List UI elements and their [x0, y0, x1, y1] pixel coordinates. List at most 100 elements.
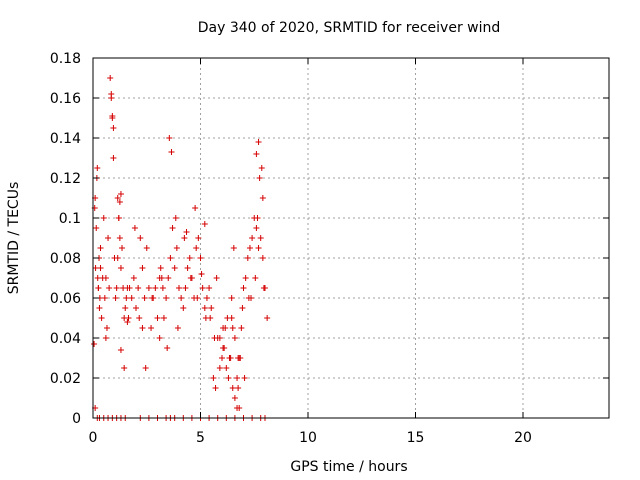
data-point [222, 325, 229, 331]
data-point [105, 235, 112, 241]
data-point [159, 285, 166, 291]
data-point [240, 285, 247, 291]
x-tick-label: 20 [514, 430, 532, 446]
data-point [258, 165, 265, 171]
y-tick-label: 0.02 [50, 371, 81, 387]
data-point [117, 347, 124, 353]
data-point [115, 215, 122, 221]
data-point [174, 325, 181, 331]
data-point [114, 255, 121, 261]
data-point [167, 255, 174, 261]
data-point [231, 335, 238, 341]
data-point [244, 255, 251, 261]
data-point [114, 195, 121, 201]
data-point [201, 305, 208, 311]
data-point [113, 285, 120, 291]
data-point [98, 315, 105, 321]
data-point [260, 285, 267, 291]
data-point [193, 245, 200, 251]
data-point [133, 305, 139, 311]
data-point [165, 275, 172, 281]
data-point [116, 235, 123, 241]
y-tick-label: 0.08 [50, 251, 81, 267]
data-point [136, 315, 143, 321]
data-point [102, 275, 109, 281]
data-point [168, 149, 175, 155]
data-point [178, 295, 185, 301]
data-point [182, 285, 189, 291]
x-tick-label: 0 [89, 430, 98, 446]
data-point [131, 225, 138, 231]
data-point [235, 355, 242, 361]
data-point [248, 295, 255, 301]
data-point [228, 295, 235, 301]
data-point [149, 295, 156, 301]
data-point [137, 235, 144, 241]
data-point [203, 295, 210, 301]
data-point [91, 341, 98, 347]
data-point [171, 265, 178, 271]
data-point [202, 315, 209, 321]
data-point [128, 295, 135, 301]
plot-frame [92, 57, 610, 419]
data-point [107, 75, 114, 81]
data-point [234, 375, 241, 381]
data-point [236, 405, 243, 411]
data-point [117, 191, 124, 197]
chart-title: Day 340 of 2020, SRMTID for receiver win… [198, 20, 501, 36]
data-point [172, 215, 179, 221]
data-point [173, 245, 180, 251]
data-point [238, 325, 245, 331]
data-point [180, 305, 187, 311]
data-point [154, 315, 161, 321]
data-point [141, 295, 148, 301]
y-tick-label: 0.18 [50, 51, 81, 67]
data-point [184, 265, 191, 271]
data-point [219, 355, 225, 361]
x-tick-label: 5 [196, 430, 205, 446]
data-point [195, 235, 202, 241]
data-point [212, 385, 219, 391]
data-point [142, 365, 149, 371]
data-point [259, 255, 266, 261]
data-point [256, 175, 263, 181]
y-tick-label: 0.16 [50, 91, 81, 107]
data-point [148, 325, 155, 331]
data-point [101, 295, 108, 301]
data-point [135, 285, 142, 291]
data-point [116, 199, 123, 205]
data-point [126, 285, 133, 291]
data-point [169, 225, 176, 231]
y-tick-label: 0.14 [50, 131, 81, 147]
data-point [166, 135, 173, 141]
data-point [124, 319, 131, 325]
data-point [157, 265, 164, 271]
data-point [102, 335, 109, 341]
data-point [117, 265, 124, 271]
data-point [186, 255, 193, 261]
data-point [110, 125, 117, 131]
data-point [199, 285, 206, 291]
data-point [211, 335, 218, 341]
data-point [220, 345, 227, 351]
y-tick-label: 0.1 [59, 211, 81, 227]
data-point [163, 295, 170, 301]
y-tick-label: 0 [72, 411, 81, 427]
data-point [97, 265, 104, 271]
data-point [206, 285, 213, 291]
data-point [145, 285, 152, 291]
data-point [156, 335, 163, 341]
data-point [229, 325, 236, 331]
data-point [242, 275, 249, 281]
data-point [112, 295, 119, 301]
data-point [216, 335, 223, 341]
data-point [253, 151, 260, 157]
data-point [119, 245, 126, 251]
data-point [239, 305, 246, 311]
data-point [253, 225, 260, 231]
data-point [252, 275, 259, 281]
data-point [241, 375, 248, 381]
data-point [187, 275, 194, 281]
